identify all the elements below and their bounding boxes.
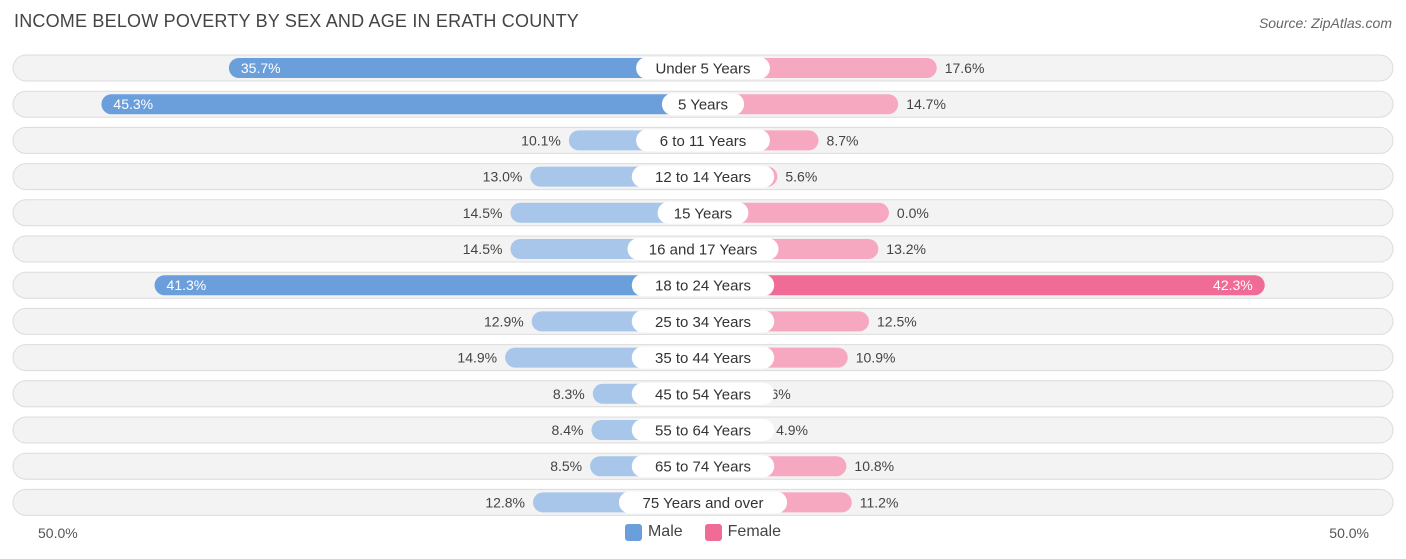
category-pill [636, 57, 770, 79]
male-value-label: 35.7% [241, 60, 281, 76]
category-label: 55 to 64 Years [655, 423, 751, 440]
male-bar [228, 58, 704, 78]
category-pill [631, 274, 775, 297]
female-value-label: 0.0% [897, 205, 929, 221]
category-label: 16 and 17 Years [649, 242, 757, 259]
category-label: 18 to 24 Years [655, 278, 751, 295]
female-bar [703, 94, 899, 115]
category-pill [618, 491, 788, 514]
female-value-label: 8.7% [827, 132, 859, 148]
legend-label-female: Female [727, 523, 782, 540]
female-bar [703, 202, 889, 223]
category-label: 65 to 74 Years [655, 459, 751, 476]
category-pill [657, 201, 749, 224]
legend-item-male[interactable]: Male [624, 523, 683, 541]
legend: Male Female [0, 523, 1406, 541]
category-label: 12 to 14 Years [655, 169, 751, 186]
chart-title: INCOME BELOW POVERTY BY SEX AND AGE IN E… [14, 11, 579, 31]
category-label: 45 to 54 Years [655, 386, 751, 403]
legend-label-male: Male [647, 523, 683, 540]
category-label: 6 to 11 Years [660, 133, 746, 150]
legend-item-female[interactable]: Female [704, 523, 782, 541]
male-value-label: 12.8% [485, 494, 525, 510]
male-value-label: 13.0% [483, 169, 523, 185]
female-value-label: 4.9% [776, 422, 808, 438]
male-value-label: 14.5% [463, 205, 503, 221]
female-value-label: 11.2% [860, 494, 899, 510]
category-label: Under 5 Years [655, 61, 750, 78]
category-pill [661, 93, 745, 116]
female-value-label: 10.8% [854, 458, 894, 474]
category-label: 25 to 34 Years [655, 314, 751, 331]
male-value-label: 14.9% [457, 350, 497, 366]
male-value-label: 8.3% [553, 386, 585, 402]
male-bar [154, 275, 703, 296]
category-pill [631, 310, 775, 333]
male-bar [101, 94, 703, 115]
category-label: 75 Years and over [643, 495, 764, 512]
male-bar [510, 202, 703, 223]
category-label: 5 Years [678, 97, 728, 114]
category-pill [631, 382, 775, 405]
female-value-label: 42.3% [1213, 277, 1253, 293]
female-value-label: 17.6% [945, 60, 985, 76]
category-pill [631, 165, 775, 188]
female-bar [703, 275, 1265, 296]
female-value-label: 14.7% [906, 96, 946, 112]
female-value-label: 10.9% [856, 350, 896, 366]
category-pill [631, 346, 775, 369]
diverging-bar-chart: 35.7% 17.6% Under 5 Years 45.3% 14.7% 5 Years… [12, 54, 1394, 516]
axis-right-label: 50.0% [1329, 525, 1369, 541]
category-label: 15 Years [674, 205, 732, 222]
category-label: 35 to 44 Years [655, 350, 751, 367]
female-value-label: 13.2% [886, 241, 926, 257]
category-pill [636, 129, 770, 152]
female-value-label: 12.5% [877, 313, 917, 329]
male-value-label: 10.1% [521, 132, 561, 148]
category-pill [631, 419, 775, 441]
category-pill [627, 238, 779, 260]
male-value-label: 8.4% [552, 422, 584, 438]
male-value-label: 14.5% [463, 241, 503, 257]
female-value-label: 5.6% [785, 169, 817, 185]
male-value-label: 45.3% [113, 96, 153, 112]
category-pill [631, 455, 775, 478]
male-value-label: 41.3% [167, 277, 207, 293]
male-value-label: 8.5% [550, 458, 582, 474]
legend-swatch-male [624, 523, 642, 541]
male-value-label: 12.9% [484, 313, 524, 329]
source-label: Source: ZipAtlas.com [1258, 15, 1392, 31]
legend-swatch-female [704, 523, 722, 541]
axis-left-label: 50.0% [38, 525, 78, 541]
